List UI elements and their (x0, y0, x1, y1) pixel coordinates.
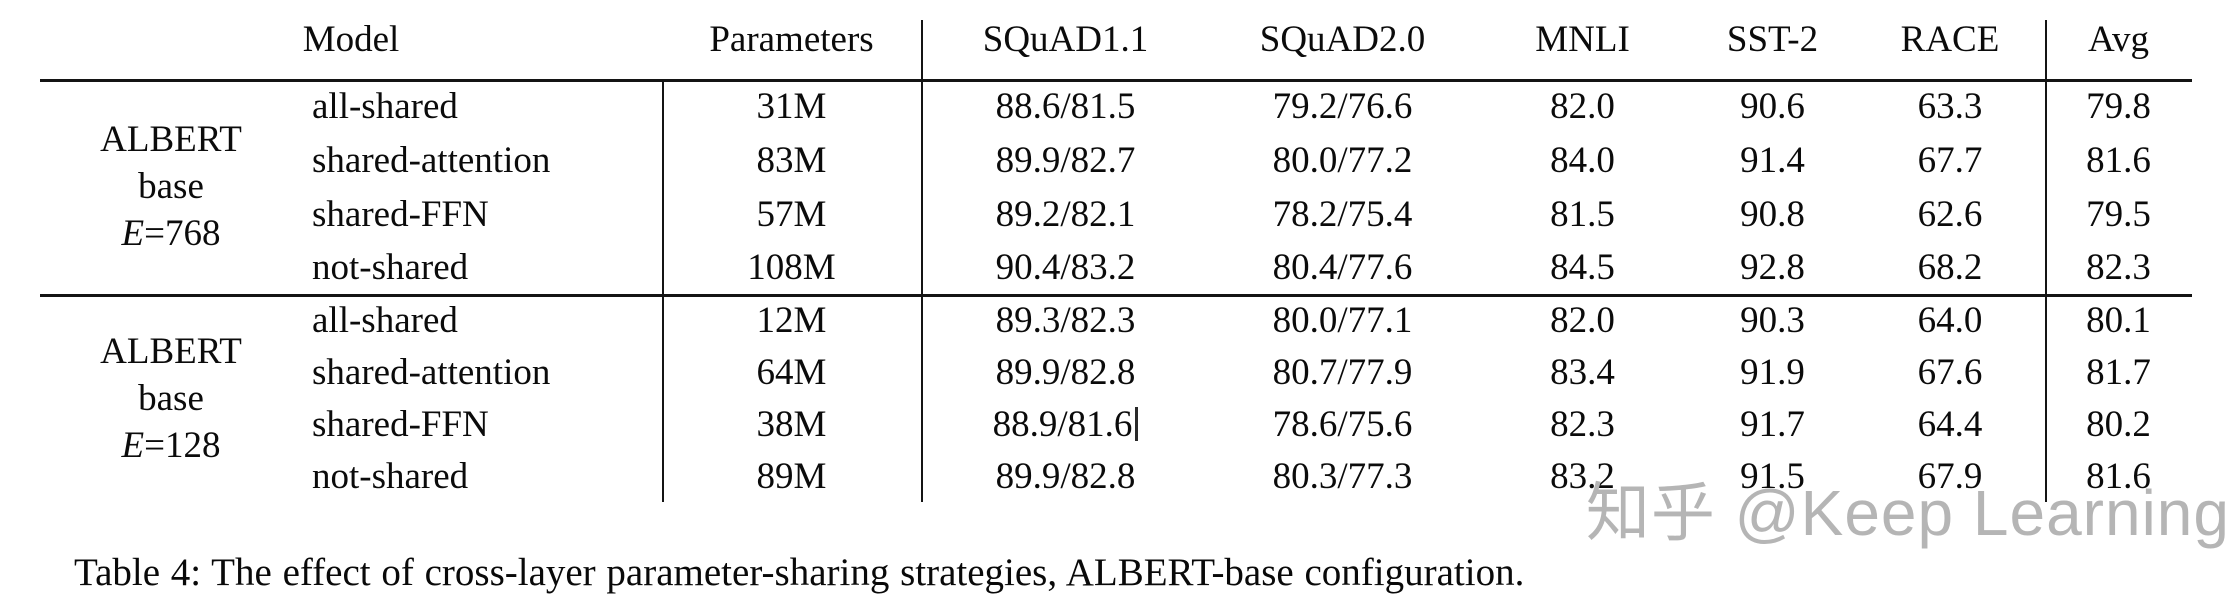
strategy-cell: all-shared (312, 299, 458, 341)
avg-cell: 79.5 (2086, 193, 2151, 235)
parameters-cell: 64M (756, 351, 827, 393)
column-header-sst2: SST-2 (1726, 19, 1819, 60)
group-embedding: E=768 (121, 213, 221, 254)
text-cursor-artifact (1135, 407, 1139, 441)
sst2-cell: 91.5 (1740, 455, 1805, 497)
race-cell: 67.9 (1917, 455, 1983, 497)
sst2-cell: 91.7 (1740, 403, 1805, 445)
column-header-mnli: MNLI (1535, 19, 1630, 60)
race-cell: 64.0 (1917, 299, 1983, 341)
strategy-cell: shared-attention (312, 139, 551, 181)
parameters-cell: 108M (747, 247, 836, 288)
race-cell: 63.3 (1917, 85, 1983, 127)
avg-cell: 79.8 (2086, 85, 2151, 127)
mnli-cell: 82.0 (1550, 85, 1615, 127)
sst2-cell: 91.4 (1740, 139, 1805, 181)
squad2-cell: 78.6/75.6 (1272, 403, 1413, 445)
squad1-cell: 89.3/82.3 (995, 299, 1136, 341)
results-table: Model Parameters SQuAD1.1 SQuAD2.0 MNLI … (40, 0, 2192, 502)
race-cell: 67.7 (1917, 139, 1983, 181)
column-header-avg: Avg (2088, 19, 2149, 60)
vertical-rule-model-parameters (662, 82, 664, 502)
group-name: ALBERT (100, 330, 242, 372)
table-caption: Table 4: The effect of cross-layer param… (74, 551, 1525, 594)
sst2-cell: 91.9 (1740, 351, 1805, 393)
parameters-cell: 31M (756, 85, 827, 127)
group-size: base (138, 377, 204, 419)
vertical-rule-race-avg (2045, 20, 2047, 502)
column-header-squad1: SQuAD1.1 (982, 19, 1149, 60)
mnli-cell: 82.3 (1550, 403, 1615, 445)
strategy-cell: not-shared (312, 455, 469, 497)
avg-cell: 80.1 (2086, 299, 2151, 341)
strategy-cell: shared-FFN (312, 403, 489, 445)
strategy-cell: shared-attention (312, 351, 551, 393)
parameters-cell: 89M (756, 455, 827, 497)
squad2-cell: 80.7/77.9 (1272, 351, 1413, 393)
vertical-rule-parameters-squad (921, 20, 923, 502)
sst2-cell: 90.3 (1740, 299, 1805, 341)
avg-cell: 82.3 (2086, 247, 2151, 288)
squad2-cell: 78.2/75.4 (1272, 193, 1413, 235)
race-cell: 67.6 (1917, 351, 1983, 393)
squad2-cell: 80.0/77.1 (1272, 299, 1413, 341)
group-embedding: E=128 (121, 424, 221, 466)
sst2-cell: 90.6 (1740, 85, 1805, 127)
avg-cell: 80.2 (2086, 403, 2151, 445)
zhihu-watermark: 知乎 @Keep Learning (1585, 477, 2230, 549)
squad1-cell: 89.9/82.7 (995, 139, 1136, 181)
strategy-cell: all-shared (312, 85, 458, 127)
squad1-cell: 88.6/81.5 (995, 85, 1136, 127)
sst2-cell: 90.8 (1740, 193, 1805, 235)
squad1-cell: 88.9/81.6 (921, 398, 1210, 450)
avg-cell: 81.6 (2086, 455, 2151, 497)
squad2-cell: 80.3/77.3 (1272, 455, 1413, 497)
sst2-cell: 92.8 (1740, 247, 1805, 288)
squad2-cell: 79.2/76.6 (1272, 85, 1413, 127)
parameters-cell: 12M (756, 299, 827, 341)
mnli-cell: 83.2 (1550, 455, 1615, 497)
mnli-cell: 84.5 (1550, 247, 1615, 288)
parameters-cell: 38M (756, 403, 827, 445)
avg-cell: 81.6 (2086, 139, 2151, 181)
squad1-cell: 89.9/82.8 (995, 351, 1136, 393)
model-group-label-e128: ALBERT base E=128 (40, 294, 302, 502)
parameters-cell: 57M (756, 193, 827, 235)
squad2-cell: 80.4/77.6 (1272, 247, 1413, 288)
mnli-cell: 82.0 (1550, 299, 1615, 341)
model-group-label-e768: ALBERT base E=768 (40, 79, 302, 294)
squad1-cell: 89.2/82.1 (995, 193, 1136, 235)
mnli-cell: 83.4 (1550, 351, 1615, 393)
column-header-race: RACE (1900, 19, 2000, 60)
group-name: ALBERT (100, 119, 242, 160)
race-cell: 62.6 (1917, 193, 1983, 235)
avg-cell: 81.7 (2086, 351, 2151, 393)
column-header-model: Model (302, 19, 400, 60)
strategy-cell: shared-FFN (312, 193, 489, 235)
group-divider-rule (40, 294, 2192, 297)
column-header-squad2: SQuAD2.0 (1259, 19, 1426, 60)
race-cell: 64.4 (1917, 403, 1983, 445)
race-cell: 68.2 (1917, 247, 1983, 288)
mnli-cell: 81.5 (1550, 193, 1615, 235)
mnli-cell: 84.0 (1550, 139, 1615, 181)
squad1-cell: 89.9/82.8 (995, 455, 1136, 497)
strategy-cell: not-shared (312, 247, 469, 288)
column-header-parameters: Parameters (709, 19, 874, 60)
squad1-cell: 90.4/83.2 (995, 247, 1136, 288)
parameters-cell: 83M (756, 139, 827, 181)
squad2-cell: 80.0/77.2 (1272, 139, 1413, 181)
group-size: base (138, 166, 204, 207)
header-rule (40, 79, 2192, 82)
